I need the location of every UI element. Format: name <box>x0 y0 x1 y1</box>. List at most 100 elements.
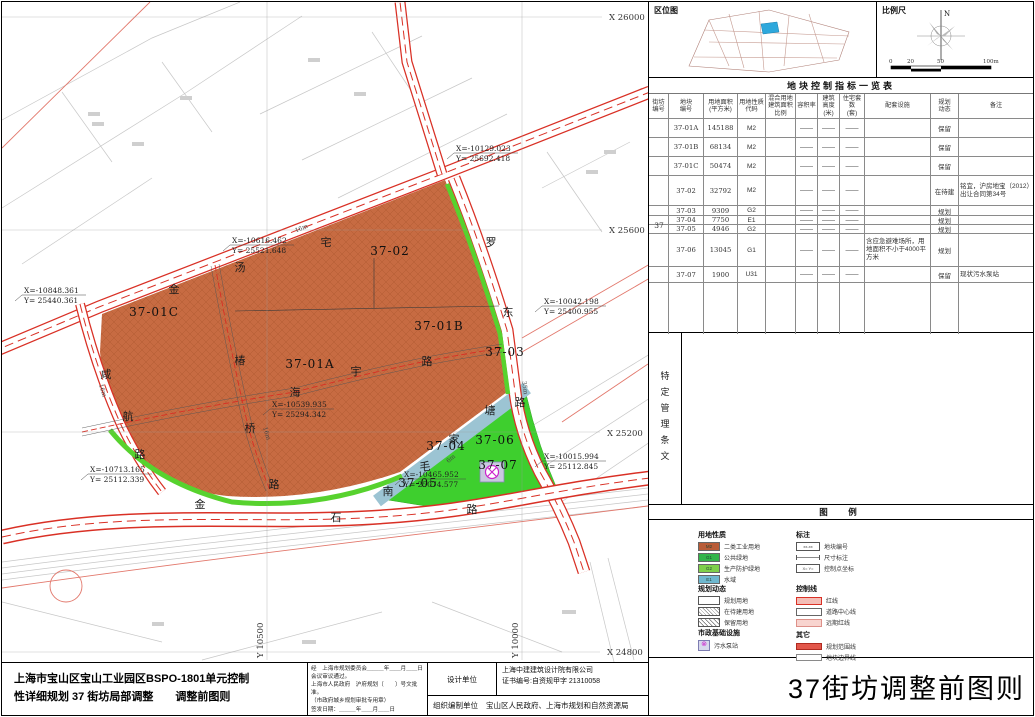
control-line-swatch <box>796 618 822 627</box>
table-row: 37-03 9309 G2 —— —— —— 规划 <box>649 206 1033 216</box>
table-blank-row <box>649 283 1033 334</box>
dimension-labels: 16m 16m 16m 35m 6m <box>97 223 529 465</box>
svg-text:50: 50 <box>937 59 944 65</box>
table-body: 37-01A 145188 M2 —— —— —— 保留 37-01B 6813… <box>649 119 1033 283</box>
svg-text:37-06: 37-06 <box>475 433 515 447</box>
svg-text:Y= 25692.418: Y= 25692.418 <box>455 154 510 163</box>
svg-text:汤: 汤 <box>235 260 246 274</box>
north-arrow-icon: N <box>917 10 965 60</box>
legend-item: 保留用地 <box>698 618 754 627</box>
other-line-swatch <box>796 643 822 650</box>
plan-title-line1: 上海市宝山区宝山工业园区BSPO-1801单元控制 <box>14 673 250 685</box>
approval-line: 经 上海市规划委员会＿＿＿年＿＿月＿＿日会议审议通过。 <box>311 666 423 681</box>
svg-text:X 26000: X 26000 <box>609 13 645 23</box>
svg-text:X=-10616.462: X=-10616.462 <box>232 236 287 245</box>
control-indicator-table: 地块控制指标一览表 街坊 编号 地块 编号 用地面积 (平方米) 用地性质 代码… <box>649 78 1033 334</box>
table-row: 37-05 4946 G2 —— —— —— 规划 <box>649 225 1033 234</box>
coordinate-callouts: X=-10129.023 Y= 25692.418 X=-10616.462 Y… <box>14 144 606 489</box>
svg-text:Y= 25294.342: Y= 25294.342 <box>271 410 326 419</box>
legend-control-lines: 控制线 红线 道路中心线 远期红线 <box>796 586 857 627</box>
legend-item: M2 二类工业用地 <box>698 542 760 551</box>
table-row: 37-04 7750 E1 —— —— —— 规划 <box>649 216 1033 225</box>
svg-text:37-07: 37-07 <box>478 458 518 472</box>
svg-text:X=-10465.952: X=-10465.952 <box>404 470 459 479</box>
svg-text:16m: 16m <box>97 383 108 398</box>
svg-text:金: 金 <box>169 282 180 296</box>
svg-text:Y= 25440.361: Y= 25440.361 <box>23 296 78 305</box>
legend-item: X= Y= 控制点坐标 <box>796 564 854 573</box>
special-clause-box: 特定管理条文 <box>649 333 1033 505</box>
svg-text:X=-10713.165: X=-10713.165 <box>90 465 145 474</box>
design-unit-label: 设计单位 <box>428 663 497 695</box>
legend-item: 远期红线 <box>796 618 856 627</box>
svg-text:海: 海 <box>290 385 301 399</box>
svg-text:南: 南 <box>383 485 394 498</box>
road-luodong <box>447 175 591 575</box>
svg-text:37-05: 37-05 <box>398 476 438 490</box>
legend-item: 规划范围线 <box>796 642 856 651</box>
location-highlight <box>760 21 780 35</box>
svg-text:35m: 35m <box>520 381 529 395</box>
svg-text:16m: 16m <box>294 223 309 235</box>
land-use-swatch: G2 <box>698 564 720 573</box>
legend-item: 红线 <box>796 596 856 605</box>
org-unit-value: 宝山区人民政府、上海市规划和自然资源局 <box>486 701 629 710</box>
legend-box: 用地性质 M2 二类工业用地 G1 公共绿地 G2 生产防护绿地 E1 水域 <box>649 520 1033 662</box>
land-use-swatch: E1 <box>698 575 720 584</box>
svg-text:0: 0 <box>889 59 893 65</box>
north-arrow-and-scalebar: N 0 20 50 100m <box>889 10 999 72</box>
svg-text:金: 金 <box>195 497 206 511</box>
svg-text:16m: 16m <box>261 426 272 441</box>
svg-text:塘: 塘 <box>485 403 496 417</box>
svg-text:桥: 桥 <box>245 422 256 435</box>
land-use-swatch: M2 <box>698 542 720 551</box>
svg-text:路: 路 <box>515 396 526 409</box>
svg-text:X 25200: X 25200 <box>607 429 643 439</box>
scale-title: 比例尺 <box>882 6 906 15</box>
legend-item: 道路中心线 <box>796 607 856 616</box>
scale-bar: 0 20 50 100m <box>889 59 999 72</box>
svg-text:Y= 25400.955: Y= 25400.955 <box>543 307 598 316</box>
table-row: 37-01C 50474 M2 —— —— —— 保留 <box>649 157 1033 176</box>
plan-title-line2: 性详细规划 37 街坊局部调整 调整前图则 <box>14 691 231 704</box>
block-number: 37 <box>654 221 664 230</box>
legend-item: E1 水域 <box>698 575 760 584</box>
sewage-pump-icon <box>479 461 505 483</box>
svg-text:罗: 罗 <box>486 236 497 249</box>
svg-text:东: 东 <box>503 306 514 319</box>
design-unit-value: 上海中建建筑设计院有限公司 证书编号:自资规甲字 21310058 <box>502 667 601 685</box>
design-org-cell: 设计单位 上海中建建筑设计院有限公司 证书编号:自资规甲字 21310058 组… <box>428 663 648 715</box>
svg-text:咸: 咸 <box>101 368 112 381</box>
svg-text:X=-10042.198: X=-10042.198 <box>544 297 599 306</box>
scale-box: 比例尺 N <box>877 2 1034 77</box>
svg-text:37-04: 37-04 <box>426 439 466 453</box>
svg-text:航: 航 <box>123 409 134 423</box>
annotation-symbol: xx-xx <box>796 542 820 551</box>
road-haiyu-internal <box>81 343 503 437</box>
location-map-box: 区位图 <box>649 2 877 77</box>
plan-title-cell: 上海市宝山区宝山工业园区BSPO-1801单元控制 性详细规划 37 街坊局部调… <box>2 663 308 715</box>
table-row: 37-07 1900 U31 —— —— —— 保留 现状污水泵站 <box>649 267 1033 283</box>
svg-text:X=-10015.994: X=-10015.994 <box>544 452 599 461</box>
special-clause-title: 特定管理条文 <box>649 333 682 504</box>
table-row: 37-01B 68134 M2 —— —— —— 保留 <box>649 138 1033 157</box>
control-line-swatch <box>796 607 822 616</box>
legend-item: xx-xx 地块编号 <box>796 542 854 551</box>
title-block: 上海市宝山区宝山工业园区BSPO-1801单元控制 性详细规划 37 街坊局部调… <box>2 662 648 715</box>
svg-text:37-03: 37-03 <box>485 345 525 359</box>
svg-text:X=-10129.023: X=-10129.023 <box>456 144 511 153</box>
svg-text:100m: 100m <box>983 59 999 65</box>
svg-text:家: 家 <box>449 432 460 446</box>
org-unit-row: 组织编制单位 宝山区人民政府、上海市规划和自然资源局 <box>428 696 648 715</box>
legend-item: G2 生产防护绿地 <box>698 564 760 573</box>
legend-annotation: 标注 xx-xx 地块编号 尺寸标注 X= Y= 控制点坐标 <box>796 532 855 573</box>
grid-x-labels: X 26000 X 25600 X 25200 X 24800 <box>607 13 645 658</box>
legend-others: 其它 规划范围线 地块边界线 <box>796 632 857 662</box>
pump-icon: ⊗ <box>698 640 710 651</box>
svg-text:37-01C: 37-01C <box>129 305 179 319</box>
road-xianhang <box>75 302 166 496</box>
land-use-swatch: G1 <box>698 553 720 562</box>
svg-text:N: N <box>944 10 950 18</box>
